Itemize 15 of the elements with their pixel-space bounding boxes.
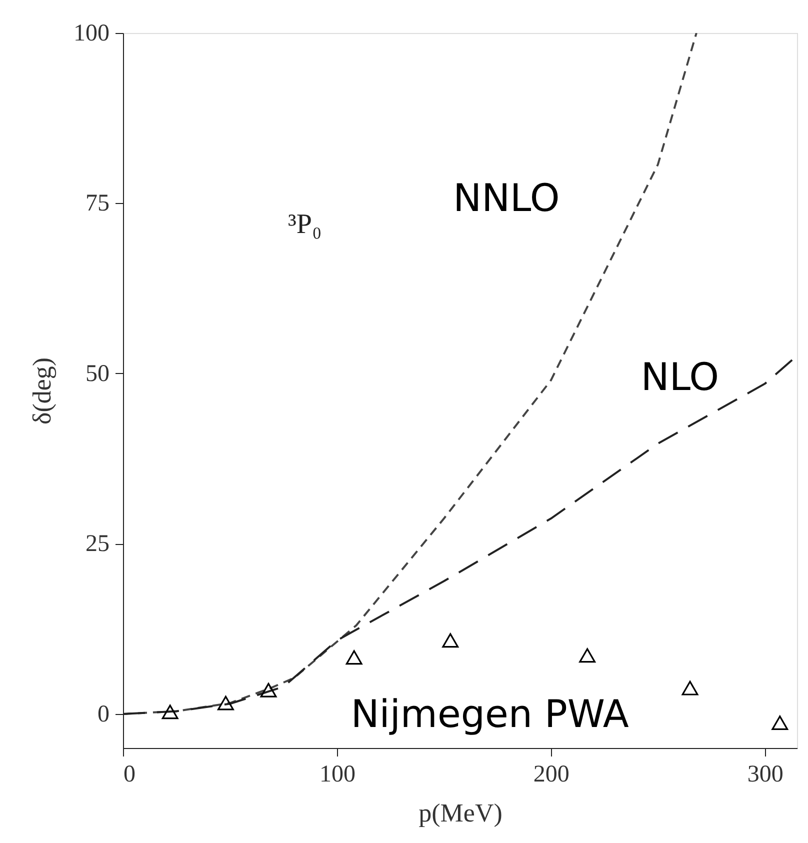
series-label: NNLO	[453, 176, 560, 220]
y-tick-label: 25	[86, 531, 110, 558]
y-tick-label: 75	[86, 190, 110, 217]
y-tick-label: 100	[74, 20, 110, 46]
x-tick-label: 300	[747, 762, 784, 788]
y-axis-title: δ(deg)	[28, 357, 56, 425]
x-tick-label: 0	[124, 762, 136, 788]
x-tick-label: 200	[533, 762, 570, 788]
y-tick-label: 50	[86, 360, 110, 387]
x-axis-title: p(MeV)	[418, 798, 502, 828]
y-tick-label: 0	[98, 701, 110, 728]
annotation: ³P₀	[288, 209, 322, 240]
series-label: NLO	[640, 354, 720, 399]
x-tick-label: 100	[319, 762, 356, 788]
series-label: Nijmegen PWA	[350, 692, 629, 736]
